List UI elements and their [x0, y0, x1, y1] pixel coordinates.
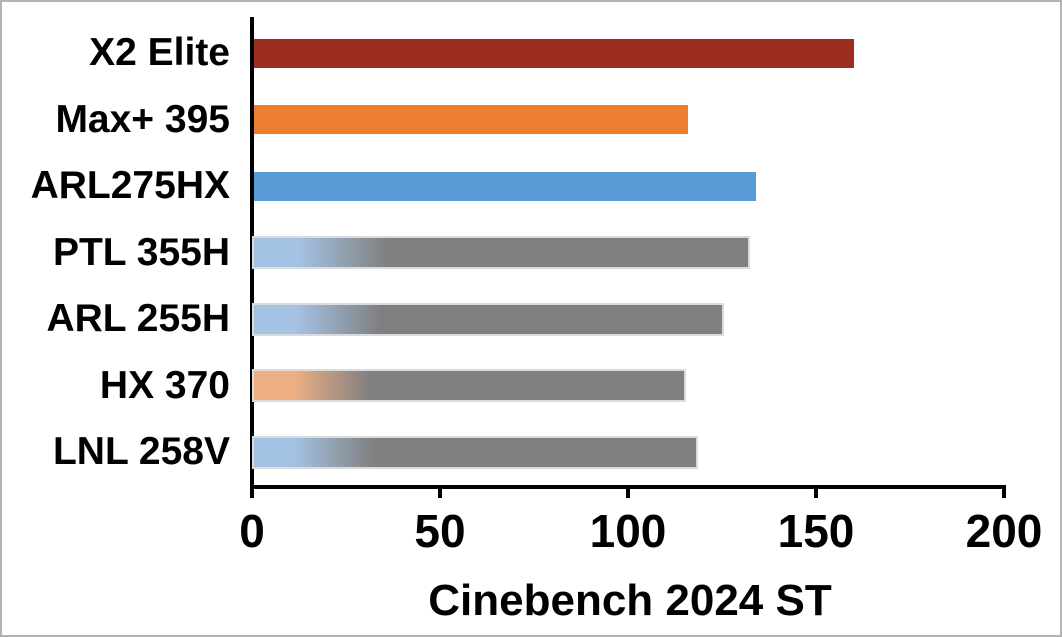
x-tick-label: 150 [777, 505, 855, 557]
x-tick-label: 0 [239, 505, 265, 557]
bar [254, 38, 854, 68]
x-tick-mark [626, 489, 630, 498]
category-label: HX 370 [99, 363, 230, 407]
bar [254, 238, 749, 267]
x-axis-title: Cinebench 2024 ST [428, 576, 832, 625]
bar [254, 171, 756, 201]
x-tick-mark [250, 489, 254, 498]
x-tick-label: 200 [965, 505, 1043, 557]
x-tick-label: 50 [414, 505, 466, 557]
bar [254, 371, 685, 400]
category-label: X2 Elite [89, 31, 230, 74]
x-axis-line [250, 485, 1006, 489]
category-label: Max+ 395 [55, 97, 230, 141]
bar [254, 105, 689, 134]
x-tick-mark [1002, 489, 1006, 498]
y-axis-line [250, 17, 254, 489]
bar [254, 304, 722, 334]
x-tick-mark [814, 489, 818, 498]
category-label: ARL275HX [30, 164, 230, 207]
x-tick-mark [438, 489, 442, 498]
category-label: ARL 255H [46, 297, 230, 340]
category-label: LNL 258V [52, 430, 230, 473]
x-tick-label: 100 [589, 505, 667, 557]
bar [254, 437, 696, 467]
category-label: PTL 355H [52, 230, 230, 274]
